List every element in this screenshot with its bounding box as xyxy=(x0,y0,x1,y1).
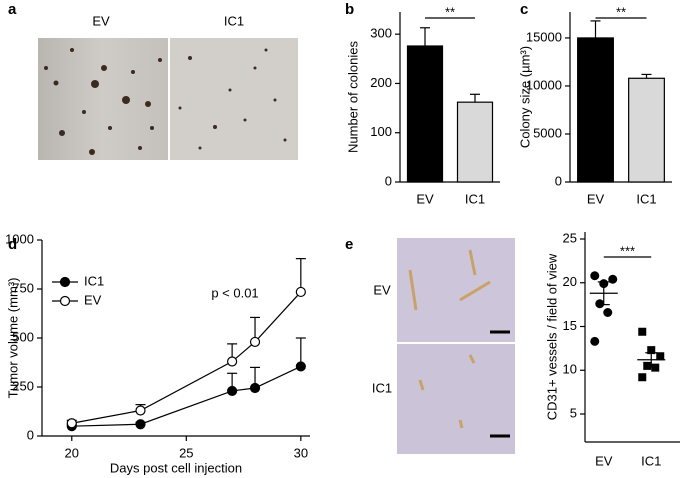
marker xyxy=(135,405,146,416)
y-tick-label: 750 xyxy=(12,280,34,295)
y-tick-label: 15000 xyxy=(526,29,562,44)
point xyxy=(590,336,600,346)
point xyxy=(590,271,600,281)
x-tick-label: 25 xyxy=(179,445,193,460)
point xyxy=(643,361,652,370)
y-axis-label: CD31+ vessels / field of view xyxy=(544,253,559,420)
panel-letter: d xyxy=(8,236,17,253)
y-tick-label: 1000 xyxy=(5,231,34,246)
marker xyxy=(249,382,261,394)
colony-image xyxy=(170,38,298,160)
y-tick-label: 300 xyxy=(370,26,392,41)
marker xyxy=(295,286,306,298)
legend-marker xyxy=(59,276,71,288)
y-tick-label: 10 xyxy=(563,362,577,377)
significance-label: *** xyxy=(620,243,635,258)
y-tick-label: 5 xyxy=(570,405,577,420)
annotation: p < 0.01 xyxy=(211,285,258,300)
y-tick-label: 250 xyxy=(12,378,34,393)
x-tick-label: EV xyxy=(587,191,605,206)
panel-letter: b xyxy=(345,1,354,18)
x-tick-label: 30 xyxy=(294,445,308,460)
point xyxy=(638,373,647,382)
y-tick-label: 20 xyxy=(563,274,577,289)
panel-letter: a xyxy=(8,1,17,18)
significance-label: ** xyxy=(445,4,455,19)
x-tick-label: 20 xyxy=(65,445,79,460)
y-tick-label: 100 xyxy=(370,124,392,139)
image-label: IC1 xyxy=(372,380,392,395)
y-axis-label: Colony size (µm³) xyxy=(517,46,532,148)
point xyxy=(595,299,605,309)
image-label: EV xyxy=(92,13,110,28)
legend-marker xyxy=(59,295,71,307)
colony-image xyxy=(38,38,168,160)
x-tick-label: IC1 xyxy=(641,453,661,468)
y-tick-label: 0 xyxy=(27,427,34,442)
y-tick-label: 500 xyxy=(12,329,34,344)
y-axis-label: Number of colonies xyxy=(345,41,360,153)
y-tick-label: 10000 xyxy=(526,77,562,92)
legend-label: IC1 xyxy=(84,273,104,288)
y-tick-label: 15 xyxy=(563,318,577,333)
y-tick-label: 0 xyxy=(555,173,562,188)
point xyxy=(608,274,618,284)
marker xyxy=(227,356,238,367)
x-tick-label: IC1 xyxy=(636,191,656,206)
marker xyxy=(66,418,77,429)
x-tick-label: IC1 xyxy=(465,191,485,206)
x-tick-label: EV xyxy=(416,191,434,206)
marker xyxy=(227,385,238,397)
bar xyxy=(456,101,494,183)
panel-letter: e xyxy=(345,236,353,253)
series-line xyxy=(71,291,302,424)
y-tick-label: 0 xyxy=(385,173,392,188)
point xyxy=(651,363,660,372)
histology-image xyxy=(397,344,515,454)
legend-label: EV xyxy=(84,292,102,307)
marker xyxy=(135,419,146,430)
point xyxy=(603,308,613,317)
point xyxy=(647,346,656,355)
panel-letter: c xyxy=(520,1,528,18)
marker xyxy=(295,361,306,372)
y-tick-label: 5000 xyxy=(533,125,562,140)
x-axis-label: Days post cell injection xyxy=(110,460,242,475)
y-axis-label: Tumor volume (mm³) xyxy=(5,278,20,399)
significance-label: ** xyxy=(616,4,626,19)
y-tick-label: 25 xyxy=(563,230,577,245)
bar xyxy=(628,77,665,183)
point xyxy=(656,352,665,361)
histology-image xyxy=(397,238,515,342)
image-label: EV xyxy=(373,282,391,297)
point xyxy=(638,327,647,336)
bar xyxy=(577,37,614,183)
x-tick-label: EV xyxy=(595,453,613,468)
bar xyxy=(406,45,444,183)
y-tick-label: 200 xyxy=(370,75,392,90)
marker xyxy=(249,336,261,348)
image-label: IC1 xyxy=(224,13,244,28)
